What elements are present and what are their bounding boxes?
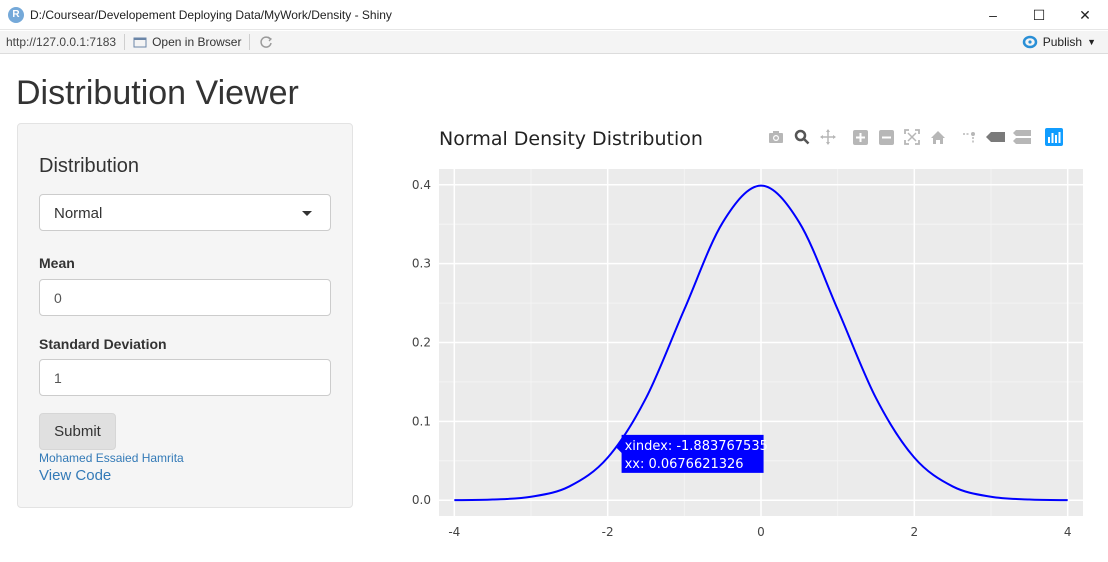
minimize-button[interactable]: –: [989, 7, 997, 23]
plotly-logo-icon[interactable]: [1044, 127, 1064, 147]
refresh-icon[interactable]: [258, 34, 274, 50]
y-tick-label: 0.3: [412, 257, 431, 271]
pan-icon[interactable]: [818, 127, 838, 147]
zoom-icon[interactable]: [792, 127, 812, 147]
author-link[interactable]: Mohamed Essaied Hamrita: [39, 451, 184, 465]
browser-icon: [133, 37, 147, 48]
sidebar-panel: Distribution Normal Mean 0 Standard Devi…: [17, 123, 353, 508]
camera-icon[interactable]: [766, 127, 786, 147]
x-axis-ticks: -4 -2 0 2 4: [448, 525, 1071, 539]
window-title: D:/Coursear/Developement Deploying Data/…: [30, 7, 392, 22]
viewer-toolbar: http://127.0.0.1:7183 Open in Browser Pu…: [0, 31, 1108, 54]
caret-down-icon: [302, 211, 312, 216]
chart-canvas[interactable]: 0.0 0.1 0.2 0.3 0.4 -4 -2 0 2 4 xindex: -1.88376…: [396, 116, 1096, 546]
y-axis-ticks: 0.0 0.1 0.2 0.3 0.4: [412, 178, 431, 507]
y-tick-label: 0.1: [412, 414, 431, 428]
chevron-down-icon: ▼: [1087, 37, 1096, 47]
plot-modebar: [766, 127, 1064, 147]
view-code-link[interactable]: View Code: [39, 467, 112, 484]
publish-label: Publish: [1042, 35, 1083, 49]
toolbar-separator: [124, 34, 126, 50]
x-tick-label: -4: [448, 525, 460, 539]
grid-lines: [439, 169, 1083, 516]
tooltip-line-2: xx: 0.0676621326: [625, 457, 744, 472]
zoom-out-icon[interactable]: [876, 127, 896, 147]
hover-compare-icon[interactable]: [1012, 127, 1032, 147]
maximize-button[interactable]: ☐: [1032, 6, 1046, 23]
y-tick-label: 0.0: [412, 493, 431, 507]
window-controls: – ☐ ✕: [970, 0, 1108, 30]
autoscale-icon[interactable]: [902, 127, 922, 147]
y-tick-label: 0.4: [412, 178, 431, 192]
publish-icon: [1022, 35, 1037, 49]
submit-button[interactable]: Submit: [39, 413, 116, 450]
sd-label: Standard Deviation: [39, 336, 167, 352]
close-button[interactable]: ✕: [1079, 6, 1091, 23]
x-tick-label: 2: [911, 525, 919, 539]
distribution-select[interactable]: Normal: [39, 194, 331, 231]
y-tick-label: 0.2: [412, 336, 431, 350]
chart-title: Normal Density Distribution: [439, 128, 703, 150]
mean-label: Mean: [39, 255, 75, 271]
zoom-in-icon[interactable]: [850, 127, 870, 147]
tooltip-line-1: xindex: -1.883767535: [625, 439, 768, 454]
home-icon[interactable]: [928, 127, 948, 147]
x-tick-label: 4: [1064, 525, 1072, 539]
toolbar-separator: [249, 34, 251, 50]
mean-input[interactable]: 0: [39, 279, 331, 316]
publish-button[interactable]: Publish ▼: [1022, 35, 1096, 49]
distribution-selected-value: Normal: [54, 205, 103, 222]
tooltip-pointer: [615, 439, 623, 454]
distribution-heading: Distribution: [39, 155, 140, 177]
r-app-icon: R: [8, 6, 24, 23]
tooltip-box: [621, 434, 764, 473]
density-line: [454, 184, 1068, 502]
hover-closest-icon[interactable]: [986, 127, 1006, 147]
spike-lines-icon[interactable]: [960, 127, 980, 147]
open-in-browser-button[interactable]: Open in Browser: [133, 35, 241, 49]
density-plot[interactable]: Normal Density Distribution: [396, 116, 1096, 546]
x-tick-label: -2: [602, 525, 614, 539]
open-in-browser-label: Open in Browser: [152, 35, 242, 49]
hover-tooltip: xindex: -1.883767535 xx: 0.0676621326: [615, 434, 768, 473]
url-display: http://127.0.0.1:7183: [6, 35, 117, 49]
sd-input[interactable]: 1: [39, 359, 331, 396]
page-title: Distribution Viewer: [16, 74, 299, 112]
window-title-bar: R D:/Coursear/Developement Deploying Dat…: [0, 0, 1108, 30]
x-tick-label: 0: [757, 525, 765, 539]
